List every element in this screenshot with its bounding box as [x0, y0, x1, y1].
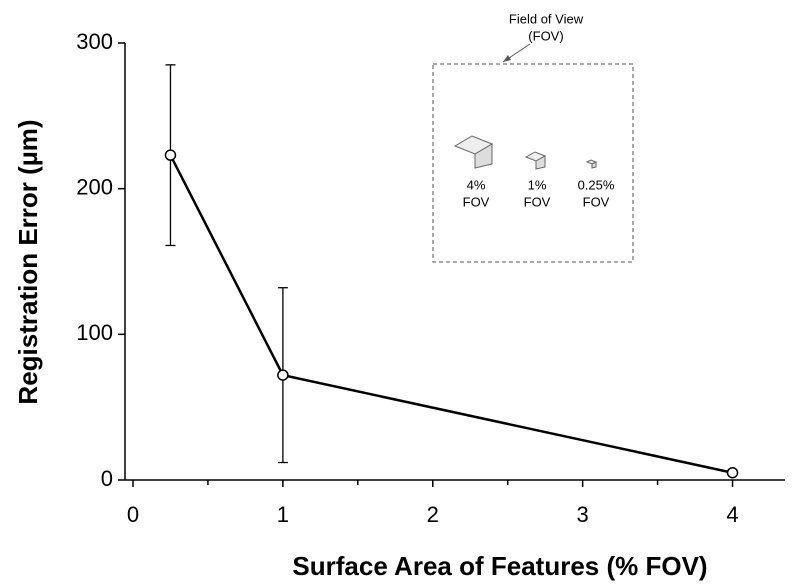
annotation: FOV — [524, 194, 551, 209]
icon-4 — [453, 135, 494, 169]
data-point — [726, 466, 739, 479]
x-tick-label: 2 — [427, 502, 439, 527]
x-axis-label: Surface Area of Features (% FOV) — [292, 551, 707, 581]
x-tick-label: 1 — [277, 502, 289, 527]
annotation: Field of View — [509, 11, 584, 26]
data-line — [169, 154, 733, 474]
inset — [432, 43, 634, 263]
annotation: 0.25% — [578, 177, 615, 192]
data-point — [164, 149, 177, 161]
annotation: 1% — [528, 177, 547, 192]
x-tick-label: 0 — [127, 502, 139, 527]
icon-025 — [585, 159, 598, 169]
y-tick-label: 200 — [76, 174, 113, 199]
arrow-head — [503, 55, 511, 62]
annotation: FOV — [583, 194, 610, 209]
x-tick-label: 3 — [577, 502, 589, 527]
y-axis-label: Registration Error (µm) — [13, 119, 43, 404]
icon-1 — [524, 151, 547, 170]
y-tick-label: 100 — [76, 320, 113, 345]
x-tick-label: 4 — [726, 502, 738, 527]
fov-box — [432, 63, 634, 263]
y-tick-label: 0 — [101, 466, 113, 491]
annotation: (FOV) — [528, 28, 563, 43]
y-tick-label: 300 — [76, 29, 113, 54]
annotation: FOV — [463, 194, 490, 209]
data-point — [277, 369, 289, 381]
annotation: 4% — [467, 177, 486, 192]
